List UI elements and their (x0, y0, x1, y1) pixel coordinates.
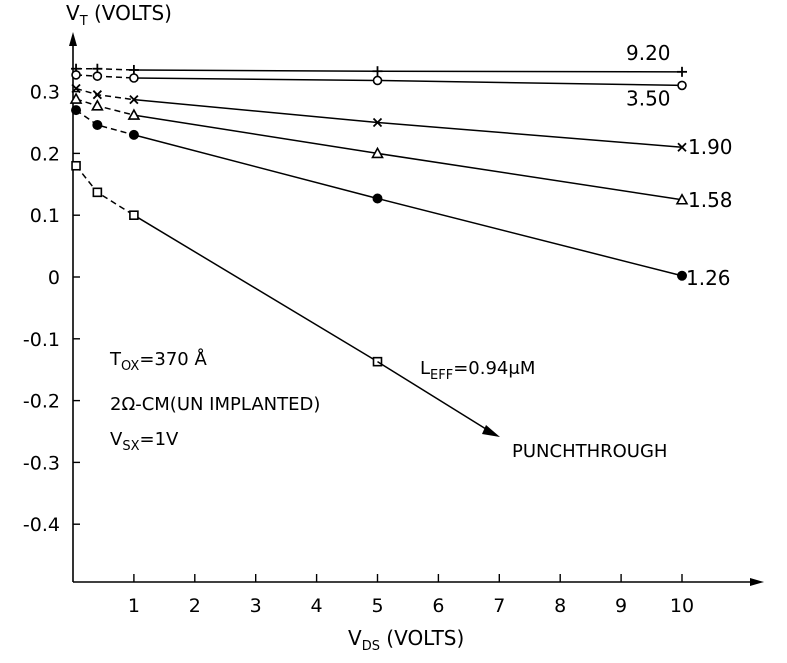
y-axis-title: VT (VOLTS) (66, 1, 172, 29)
y-axis-title-main: V (66, 1, 80, 25)
y-tick-label: 0.2 (30, 143, 60, 165)
x-axis-title: VDS (VOLTS) (348, 626, 464, 654)
series-line-dashed (75, 109, 135, 136)
data-point-dot (372, 193, 383, 204)
data-point-x (677, 142, 687, 152)
annotation-leff-rest: =0.94μM (453, 358, 535, 379)
x-tick-label: 5 (371, 595, 383, 617)
data-point-circle (372, 75, 383, 86)
series-line (133, 77, 683, 87)
data-point-x (92, 90, 102, 100)
y-tick-label: 0.1 (30, 205, 60, 227)
x-tick-label: 10 (670, 595, 694, 617)
data-point-triangle (127, 108, 141, 120)
y-tick-label: 0.3 (30, 82, 60, 104)
x-tick-label: 4 (311, 595, 323, 617)
annotation-punchthrough: PUNCHTHROUGH (512, 441, 667, 462)
series-label: 1.90 (688, 135, 733, 159)
annotation-vsx-main: V (110, 429, 123, 450)
series-label: 9.20 (626, 41, 671, 65)
data-point-circle (129, 73, 139, 83)
data-point-triangle (675, 193, 689, 205)
data-point-square (92, 187, 103, 198)
x-axis-title-rest: (VOLTS) (380, 626, 464, 650)
axis-ticks: 1 2 3 4 5 6 7 8 9 10 0.3 0.2 0.1 0 -0.1 -0.2 -0.3 -0.4 (23, 82, 694, 617)
y-tick-label: -0.1 (23, 329, 60, 351)
series-label: 1.58 (688, 188, 733, 212)
data-point-triangle (371, 146, 384, 159)
x-tick-label: 1 (128, 595, 140, 617)
series-line-dashed (76, 67, 134, 71)
data-point-dot (128, 129, 139, 140)
data-point-circle (92, 71, 103, 81)
series-label: 3.50 (626, 86, 671, 110)
data-point-circle (71, 70, 81, 80)
data-point-x (129, 94, 139, 105)
annotation-tox-rest: =370 Å (139, 348, 207, 370)
data-point-x (71, 83, 81, 94)
annotation-vsx: VSX=1V (110, 429, 179, 454)
data-point-square (129, 210, 139, 220)
data-point-x (372, 117, 383, 128)
data-point-circle (677, 80, 687, 91)
y-tick-label: 0 (48, 267, 60, 289)
data-point-plus (372, 66, 383, 77)
data-point-dot (71, 105, 82, 116)
x-tick-label: 6 (432, 595, 444, 617)
y-axis-title-rest: (VOLTS) (88, 1, 172, 25)
series-line-dashed (75, 165, 135, 216)
x-axis-title-sub: DS (362, 639, 380, 654)
x-tick-label: 8 (554, 595, 566, 617)
x-tick-label: 3 (250, 595, 262, 617)
series-line-dashed (76, 74, 134, 79)
series-line (133, 98, 683, 148)
annotation-tox-main: T (109, 349, 122, 370)
series-line-dashed (75, 87, 135, 101)
x-axis-title-main: V (348, 626, 362, 650)
annotation-tox-sub: OX (121, 359, 139, 374)
annotation-tox: TOX=370 Å (109, 348, 207, 374)
x-tick-label: 9 (615, 595, 627, 617)
series-line (133, 134, 683, 277)
annotation-resistivity: 2Ω-CM(UN IMPLANTED) (110, 394, 320, 415)
data-point-triangle (69, 92, 83, 104)
series-label: 1.26 (686, 266, 731, 290)
punchthrough-arrow-line (377, 361, 495, 435)
annotation-vsx-rest: =1V (140, 429, 180, 450)
y-axis-arrow (69, 32, 77, 46)
y-axis-title-sub: T (79, 14, 88, 29)
series-line (133, 69, 683, 73)
annotation-leff: LEFF=0.94μM (420, 358, 535, 383)
x-axis-arrow (750, 578, 764, 586)
data-point-plus (677, 66, 687, 77)
x-tick-label: 2 (189, 595, 201, 617)
series-line (133, 114, 683, 201)
y-tick-label: -0.2 (23, 391, 60, 413)
y-tick-label: -0.3 (23, 452, 60, 474)
series-layer (69, 63, 689, 437)
x-tick-label: 7 (493, 595, 505, 617)
y-tick-label: -0.4 (23, 514, 60, 536)
annotation-vsx-sub: SX (122, 439, 139, 454)
series-line-dashed (75, 98, 135, 116)
punchthrough-arrow-head (482, 425, 500, 437)
series-labels: 9.20 3.50 1.90 1.58 1.26 (626, 41, 733, 290)
data-point-dot (677, 270, 687, 281)
data-point-dot (92, 119, 103, 130)
data-point-square (71, 160, 81, 171)
series-line (133, 214, 378, 363)
data-point-triangle (91, 99, 104, 111)
annotation-leff-sub: EFF (430, 368, 453, 383)
annotation-leff-main: L (420, 358, 430, 379)
